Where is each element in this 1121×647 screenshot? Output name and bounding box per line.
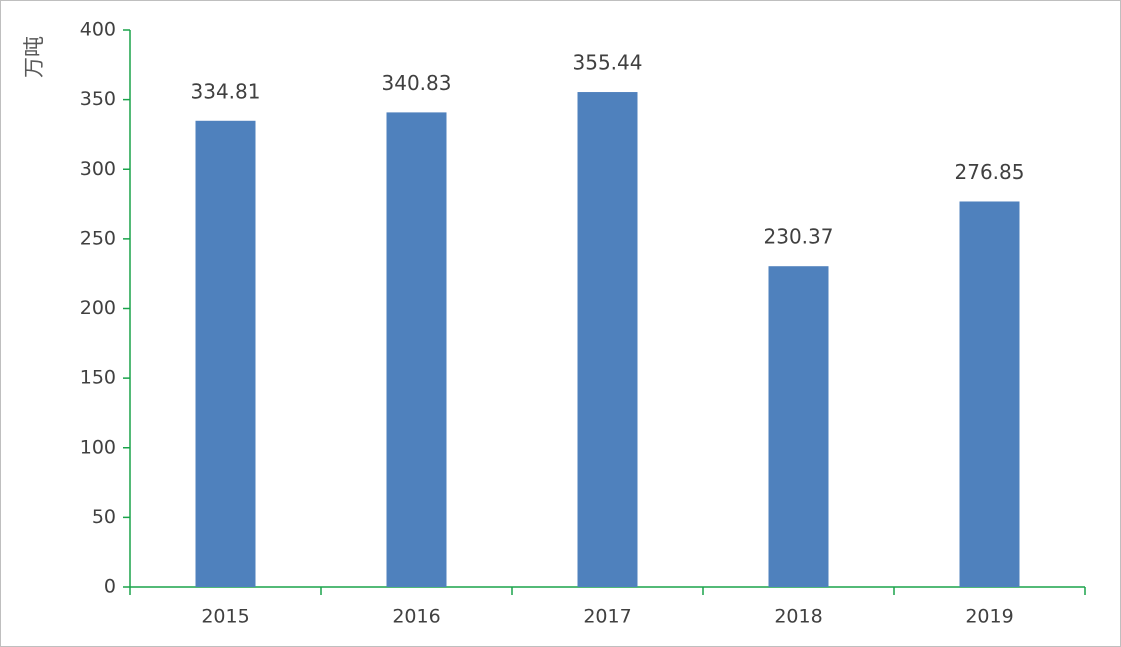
data-label: 334.81 [191, 79, 261, 103]
data-label: 230.37 [764, 225, 834, 249]
y-tick-label: 400 [80, 19, 116, 41]
bar [959, 201, 1020, 587]
data-label: 340.83 [382, 71, 452, 95]
y-tick-label: 200 [80, 297, 116, 319]
x-tick-label: 2019 [965, 606, 1013, 628]
x-tick-label: 2017 [583, 606, 631, 628]
y-tick-label: 300 [80, 158, 116, 180]
y-tick-label: 100 [80, 436, 116, 458]
y-tick-label: 0 [104, 576, 116, 598]
data-label: 276.85 [955, 160, 1025, 184]
bar [386, 112, 447, 587]
data-label: 355.44 [573, 51, 643, 75]
y-axis-label: 万吨 [22, 36, 46, 78]
bar [577, 92, 638, 587]
x-tick-label: 2015 [201, 606, 249, 628]
bar [768, 266, 829, 587]
x-tick-label: 2018 [774, 606, 822, 628]
bar [195, 120, 256, 588]
y-tick-label: 250 [80, 227, 116, 249]
y-tick-label: 150 [80, 367, 116, 389]
y-tick-label: 50 [92, 506, 116, 528]
x-tick-label: 2016 [392, 606, 440, 628]
y-tick-label: 350 [80, 88, 116, 110]
